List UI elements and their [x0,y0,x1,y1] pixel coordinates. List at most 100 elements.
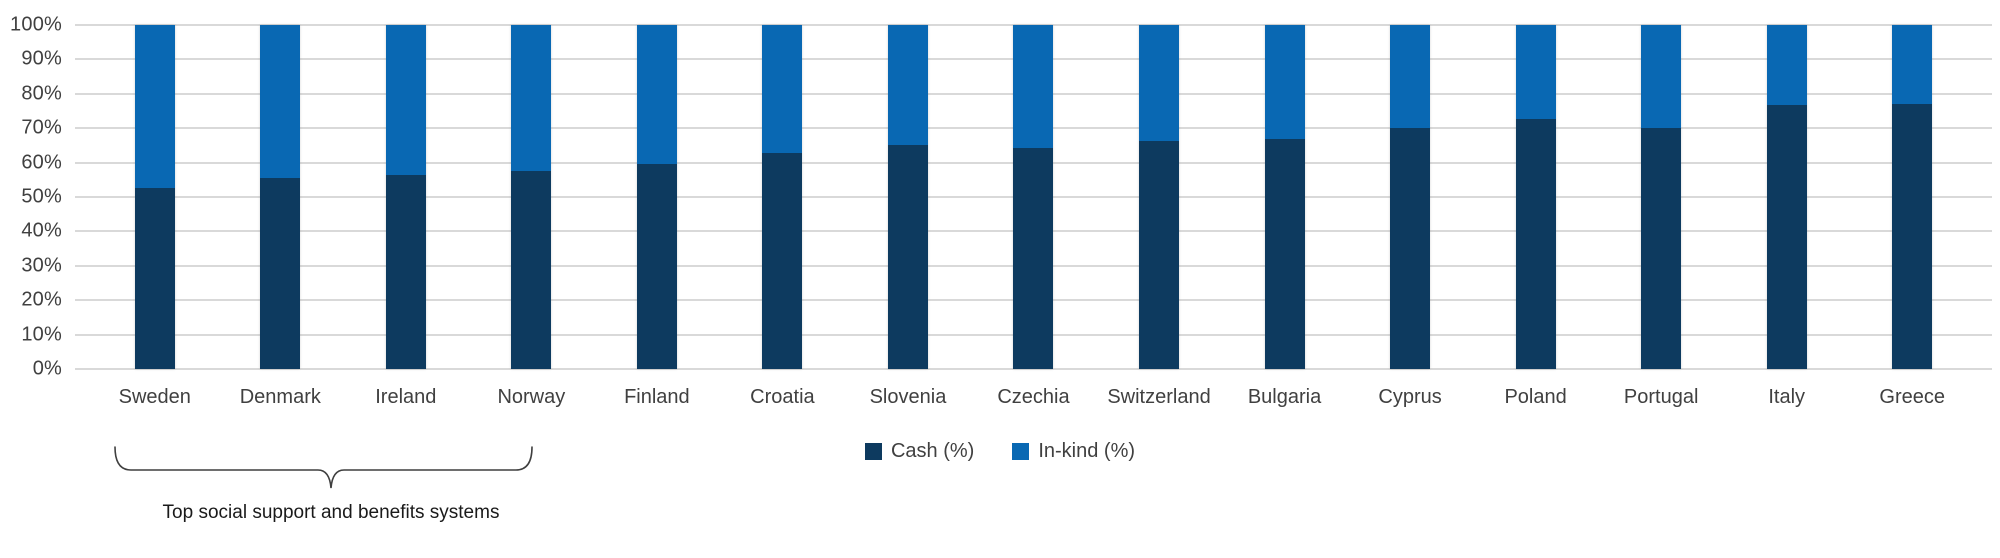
y-tick-label: 0% [32,357,62,380]
bar-segment-inkind [636,25,677,164]
bar-finland [636,25,677,369]
category-label: Italy [1768,386,1806,408]
bar-segment-inkind [1641,25,1682,128]
category-label: Czechia [997,386,1070,408]
bar-column [92,25,218,369]
bar-column [1849,25,1975,369]
category-label: Bulgaria [1247,386,1322,408]
bar-segment-cash [636,163,677,369]
bar-column [720,25,846,369]
y-tick-label: 50% [21,185,62,208]
bar-segment-cash [1515,119,1556,369]
bar-segment-inkind [887,25,928,146]
y-tick-label: 100% [10,13,62,36]
bar-segment-inkind [1766,25,1807,105]
bar-segment-cash [260,178,301,369]
bar-column [971,25,1097,369]
bracket-brace-icon [114,446,533,489]
bar-segment-inkind [1515,25,1556,120]
bar-italy [1766,25,1807,369]
bar-column [1222,25,1348,369]
bar-portugal [1641,25,1682,369]
bar-column [343,25,469,369]
bars-layer [92,25,1975,369]
bar-segment-cash [1264,139,1305,369]
category-label: Portugal [1623,386,1699,408]
bar-segment-cash [1390,127,1431,369]
bar-column [1347,25,1473,369]
bar-ireland [385,25,426,369]
category-label: Slovenia [869,386,947,408]
bar-segment-inkind [385,25,426,175]
bar-segment-inkind [1390,25,1431,128]
bar-croatia [762,25,803,369]
category-label: Poland [1504,386,1567,408]
bar-column [845,25,971,369]
bar-slovenia [887,25,928,369]
category-label: Finland [624,386,690,408]
y-tick-label: 40% [21,219,62,242]
bar-segment-cash [1013,148,1054,369]
bar-segment-inkind [1139,25,1180,141]
bar-bulgaria [1264,25,1305,369]
category-label: Switzerland [1107,386,1211,408]
bar-cyprus [1390,25,1431,369]
bar-segment-inkind [260,25,301,179]
y-tick-label: 20% [21,288,62,311]
category-label: Croatia [750,386,815,408]
gridline [75,368,1992,370]
y-tick-label: 60% [21,151,62,174]
bracket-annotation: Top social support and benefits systems [162,502,500,523]
x-axis: Sweden Denmark Ireland Norway Finland Croatia… [92,386,1975,409]
bar-segment-inkind [762,25,803,154]
bar-segment-cash [385,174,426,369]
legend-item-inkind: In-kind (%) [1012,440,1135,463]
bar-segment-cash [1139,140,1180,369]
bar-segment-cash [511,171,552,369]
bar-segment-inkind [1264,25,1305,140]
bar-column [1724,25,1850,369]
category-label: Greece [1879,386,1945,408]
category-label: Ireland [375,386,437,408]
y-tick-label: 90% [21,47,62,70]
legend-label-cash: Cash (%) [890,440,975,462]
bar-column [1473,25,1599,369]
y-tick-label: 70% [21,116,62,139]
bar-greece [1892,25,1933,369]
bar-segment-cash [887,145,928,369]
bar-column [1598,25,1724,369]
bar-column [1096,25,1222,369]
category-label: Cyprus [1378,386,1442,408]
y-tick-label: 10% [21,323,62,346]
legend: Cash (%) In-kind (%) [0,440,2000,463]
bar-segment-cash [1766,104,1807,369]
legend-item-cash: Cash (%) [864,440,975,463]
category-label: Denmark [239,386,321,408]
category-label: Sweden [118,386,191,408]
bar-segment-inkind [1892,25,1933,105]
y-tick-label: 80% [21,82,62,105]
bar-segment-inkind [511,25,552,172]
bar-norway [511,25,552,369]
bar-column [469,25,595,369]
y-tick-label: 30% [21,254,62,277]
inkind-swatch-icon [1012,443,1030,460]
bar-column [594,25,720,369]
plot-area [75,24,1992,370]
bar-segment-cash [134,187,175,369]
bar-sweden [134,25,175,369]
bar-switzerland [1139,25,1180,369]
bar-czechia [1013,25,1054,369]
legend-label-inkind: In-kind (%) [1038,440,1136,462]
bar-segment-cash [1892,104,1933,369]
bar-segment-inkind [134,25,175,188]
bar-segment-inkind [1013,25,1054,149]
category-label: Norway [497,386,566,408]
cash-swatch-icon [864,443,882,460]
bar-column [218,25,344,369]
bar-poland [1515,25,1556,369]
bar-segment-cash [1641,127,1682,369]
bar-segment-cash [762,153,803,369]
bar-denmark [260,25,301,369]
